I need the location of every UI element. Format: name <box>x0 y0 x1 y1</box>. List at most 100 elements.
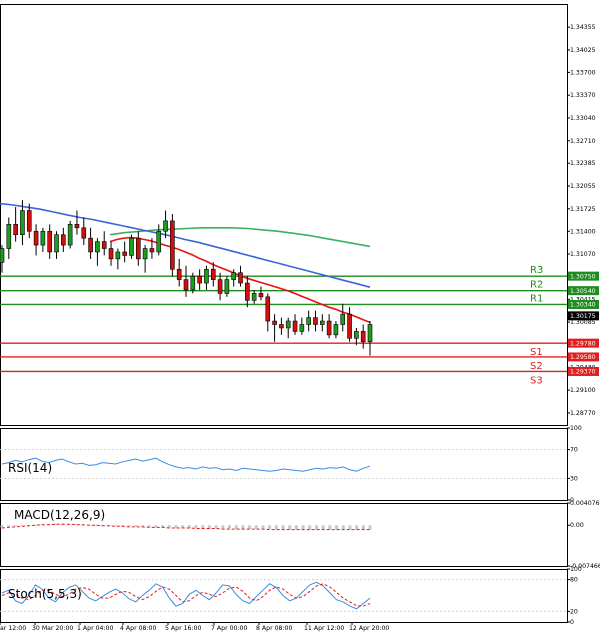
candle-body <box>347 313 352 339</box>
level-label-r1: R1 <box>530 293 543 304</box>
macd-bar <box>127 525 131 527</box>
macd-tick-label: 0.00 <box>570 522 584 529</box>
candle-body <box>33 230 39 246</box>
level-price-text-r1: 1.30340 <box>570 302 596 309</box>
time-tick-label: 11 Apr 12:00 <box>304 625 344 632</box>
current-price-tag <box>568 311 599 321</box>
candle-body <box>279 324 284 329</box>
macd-bar <box>174 525 178 528</box>
macd-bar <box>321 525 325 530</box>
candle-body <box>354 331 359 339</box>
pane-border-macd <box>0 503 568 567</box>
candle-body <box>245 282 250 301</box>
macd-tick-label: 0.004076 <box>570 500 600 507</box>
candle-body <box>13 224 18 236</box>
level-label-s2: S2 <box>530 361 543 372</box>
macd-bar <box>348 525 352 530</box>
macd-bar <box>114 525 118 527</box>
candle-body <box>265 296 271 322</box>
candle-body <box>285 320 291 329</box>
macd-bar <box>221 525 225 529</box>
candle-body <box>142 248 148 260</box>
candle-body <box>217 279 223 294</box>
level-price-text-s3: 1.29370 <box>570 369 596 376</box>
price-tick-label: 1.33040 <box>570 115 596 122</box>
macd-bar <box>7 525 11 527</box>
price-tick-label: 1.34025 <box>570 47 596 54</box>
macd-bar <box>181 525 185 528</box>
candle-body <box>163 220 168 232</box>
macd-bar <box>214 525 218 529</box>
candle-body <box>333 324 339 336</box>
candle-body <box>149 248 155 253</box>
stoch-tick-label: 80 <box>570 577 578 584</box>
macd-bar <box>74 524 78 526</box>
macd-bar <box>281 525 285 530</box>
candle-body <box>231 272 237 280</box>
candle-body <box>61 234 66 246</box>
candle-body <box>95 241 100 253</box>
time-tick-label: 8 Apr 08:00 <box>256 625 292 632</box>
candle-body <box>292 320 298 332</box>
ma-green-line <box>109 227 371 248</box>
candle-body <box>313 317 318 325</box>
macd-pane: 0.004076 0.00 -0.007466 MACD(12,26,9) <box>0 500 600 570</box>
price-tick-label: 1.34355 <box>570 24 596 31</box>
stoch-tick-label: 0 <box>570 619 574 626</box>
candle-body <box>170 220 175 270</box>
candle-body <box>47 230 53 253</box>
candlesticks <box>0 200 373 356</box>
price-tick-label: 1.33370 <box>570 92 596 99</box>
macd-bar <box>288 525 292 530</box>
candle-body <box>135 237 141 260</box>
candle-body <box>88 237 93 253</box>
macd-bar <box>13 525 17 527</box>
macd-bar <box>268 525 272 530</box>
price-tick-label: 1.31400 <box>570 228 596 235</box>
candle-body <box>319 320 325 325</box>
time-axis: ar 12:00 30 Mar 20:00 1 Apr 04:00 4 Apr 08:… <box>0 622 389 632</box>
macd-bar <box>167 525 171 528</box>
stoch-d-line <box>1 583 371 607</box>
macd-bar <box>361 525 365 530</box>
level-label-s3: S3 <box>530 375 543 386</box>
macd-bar <box>147 525 151 527</box>
level-price-tag-r2 <box>568 286 599 296</box>
candle-body <box>367 324 373 343</box>
stoch-tick-label: 20 <box>570 608 578 615</box>
macd-bar <box>54 523 58 526</box>
candle-body <box>251 293 257 301</box>
level-price-tag-s1 <box>568 338 599 348</box>
candle-body <box>26 210 32 232</box>
pane-border-rsi <box>0 428 568 501</box>
candle-body <box>183 279 189 291</box>
macd-tick-label: -0.007466 <box>570 563 600 570</box>
price-tick-label: 1.30085 <box>570 319 596 326</box>
price-tick-label: 1.31070 <box>570 251 596 258</box>
price-tick-label: 1.32055 <box>570 183 596 190</box>
candle-body <box>115 251 121 260</box>
level-price-tag-s2 <box>568 352 599 362</box>
macd-bar <box>194 525 198 528</box>
candle-body <box>340 313 346 325</box>
pane-border-main <box>0 4 568 426</box>
candle-body <box>0 248 5 263</box>
macd-bar <box>314 525 318 530</box>
price-tick-label: 1.28770 <box>570 410 596 417</box>
pane-frames <box>0 4 568 623</box>
macd-bar <box>328 525 332 530</box>
level-price-text-r3: 1.30750 <box>570 273 596 280</box>
candle-body <box>81 227 87 239</box>
stoch-tick-label: 100 <box>570 566 582 573</box>
candle-body <box>258 293 264 298</box>
level-price-tag-r1 <box>568 299 599 309</box>
candle-body <box>74 224 80 229</box>
price-tick-label: 1.29100 <box>570 387 596 394</box>
macd-bar <box>341 525 345 530</box>
rsi-pane: 100 70 30 0 RSI(14) <box>0 425 582 504</box>
level-price-tag-s3 <box>568 366 599 376</box>
current-price-text: 1.30175 <box>570 313 596 320</box>
time-tick-label: 4 Apr 08:00 <box>120 625 156 632</box>
price-tick-label: 1.32710 <box>570 138 596 145</box>
rsi-tick-label: 100 <box>570 425 582 432</box>
